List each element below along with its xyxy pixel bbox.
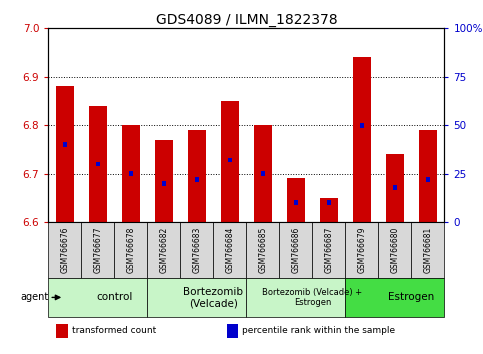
Text: agent: agent [20, 292, 48, 302]
Bar [62, 142, 67, 147]
Bar [96, 161, 100, 166]
Bar [426, 177, 430, 182]
Text: GSM766686: GSM766686 [291, 227, 300, 273]
Bar [378, 222, 412, 278]
Bar [147, 222, 180, 278]
Bar [155, 140, 173, 222]
Text: GSM766681: GSM766681 [424, 227, 432, 273]
Bar [393, 185, 397, 190]
Bar [412, 222, 444, 278]
Text: GSM766680: GSM766680 [390, 227, 399, 273]
Bar [221, 101, 239, 222]
Text: GSM766684: GSM766684 [226, 227, 234, 273]
Bar [353, 57, 371, 222]
Bar [122, 125, 140, 222]
Text: GSM766678: GSM766678 [127, 227, 135, 273]
Bar [56, 86, 74, 222]
Bar [161, 181, 166, 186]
Bar [56, 324, 68, 338]
Bar [254, 125, 272, 222]
Bar [48, 278, 147, 317]
Bar [386, 154, 404, 222]
Bar [260, 171, 265, 176]
Bar [327, 200, 331, 205]
Bar [279, 222, 313, 278]
Bar [294, 200, 298, 205]
Bar [313, 222, 345, 278]
Bar [81, 222, 114, 278]
Bar [246, 278, 345, 317]
Text: Estrogen: Estrogen [388, 292, 435, 302]
Bar [114, 222, 147, 278]
Text: percentile rank within the sample: percentile rank within the sample [242, 326, 396, 335]
Text: GSM766679: GSM766679 [357, 227, 366, 273]
Text: Bortezomib (Velcade) +
Estrogen: Bortezomib (Velcade) + Estrogen [262, 288, 362, 307]
Text: control: control [96, 292, 132, 302]
Bar [359, 123, 364, 127]
Text: GSM766677: GSM766677 [93, 227, 102, 273]
Bar [227, 324, 239, 338]
Text: transformed count: transformed count [72, 326, 156, 335]
Text: GSM766687: GSM766687 [325, 227, 333, 273]
Text: Bortezomib
(Velcade): Bortezomib (Velcade) [184, 287, 243, 308]
Bar [89, 106, 107, 222]
Title: GDS4089 / ILMN_1822378: GDS4089 / ILMN_1822378 [156, 13, 337, 27]
Bar [320, 198, 338, 222]
Bar [345, 278, 444, 317]
Text: GSM766676: GSM766676 [60, 227, 69, 273]
Bar [345, 222, 378, 278]
Bar [147, 278, 246, 317]
Bar [227, 158, 232, 162]
Bar [180, 222, 213, 278]
Bar [188, 130, 206, 222]
Bar [419, 130, 437, 222]
Bar [246, 222, 279, 278]
Bar [287, 178, 305, 222]
Text: GSM766685: GSM766685 [258, 227, 267, 273]
Bar [128, 171, 133, 176]
Bar [48, 222, 81, 278]
Text: GSM766682: GSM766682 [159, 227, 168, 273]
Bar [213, 222, 246, 278]
Bar [195, 177, 199, 182]
Text: GSM766683: GSM766683 [192, 227, 201, 273]
